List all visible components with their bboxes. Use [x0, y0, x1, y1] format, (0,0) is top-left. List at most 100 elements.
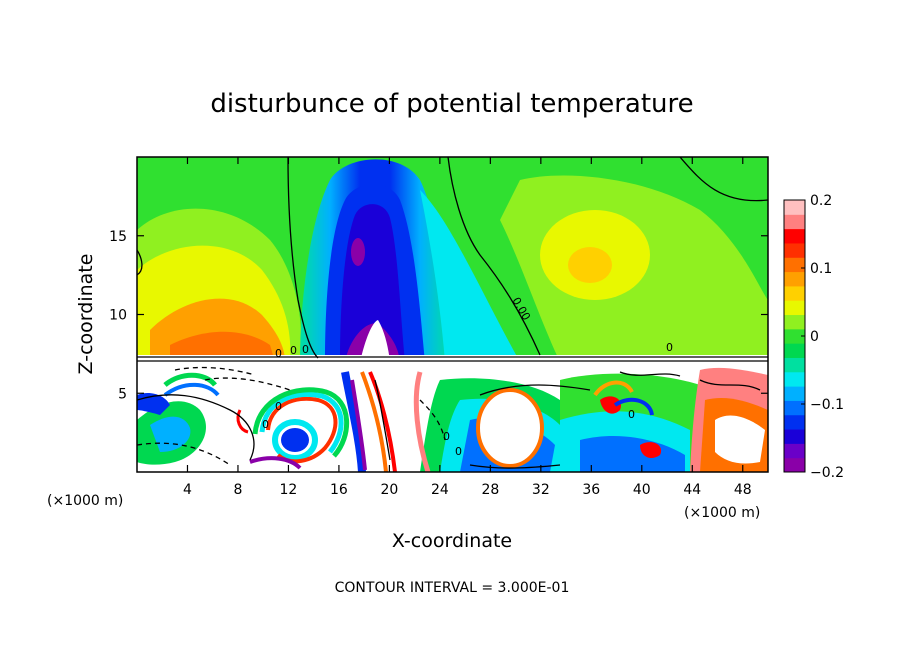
colorbar-band: [784, 200, 805, 215]
field-low-blue-far-left: [137, 393, 170, 415]
contour-low-1: [137, 394, 255, 461]
contour-zero-mid: [447, 157, 541, 356]
contour-zero-left: [287, 157, 319, 359]
swirl-orange-right: [593, 380, 634, 397]
colorbar-tick-label: −0.1: [810, 397, 844, 413]
y-axis-label: Z-coordinate: [75, 254, 97, 375]
x-tick-label: 16: [330, 482, 348, 498]
contour-label: 0: [666, 341, 673, 354]
swirl-blue-right-ring: [613, 397, 654, 416]
x-tick-label: 36: [582, 482, 600, 498]
contour-left-edge: [137, 249, 143, 276]
contour-label: 0: [275, 400, 282, 413]
contour-low-6: [619, 371, 681, 377]
swirl-red-small: [236, 409, 249, 434]
swirl-purple-bottom: [249, 456, 302, 470]
x-tick-label: 8: [233, 482, 242, 498]
x-axis: 4 8 12 16 20 24 28 32 36 40 44 48: [183, 157, 752, 498]
colorbar-tick-label: 0: [810, 329, 819, 345]
field-low-white-right: [715, 415, 765, 464]
x-tick-label: 12: [280, 482, 298, 498]
colorbar-band: [784, 386, 805, 401]
swirl-cyan-ring: [259, 391, 344, 454]
contour-zero-top-right: [679, 157, 768, 202]
field-region-cold-core: [351, 238, 365, 266]
contour-low-9: [174, 366, 256, 376]
field-low-cyan-left: [150, 416, 191, 452]
contour-label: 0: [628, 408, 635, 421]
swirl-green-small: [163, 372, 217, 388]
contour-interval-note: CONTOUR INTERVAL = 3.000E-01: [335, 580, 570, 596]
contour-label: 0: [443, 430, 450, 443]
field-low-red-spots: [600, 396, 662, 459]
swirl-blue-small: [163, 382, 220, 397]
contour-lines: [137, 157, 768, 469]
x-axis-label: X-coordinate: [392, 530, 512, 552]
colorbar-band: [784, 285, 805, 301]
contour-label: 0: [262, 418, 269, 431]
swirl-purple-col: [350, 379, 367, 471]
colorbar-band: [784, 214, 805, 230]
field-low-blue-spot: [281, 428, 309, 452]
x-tick-label: 4: [183, 482, 192, 498]
contour-low-4: [479, 384, 591, 396]
colorbar-tick-label: −0.2: [810, 465, 844, 481]
x-tick-label: 32: [532, 482, 550, 498]
field-region-cyan-band: [420, 190, 520, 362]
x-unit-label-right: (×1000 m): [684, 505, 760, 521]
contour-low-5: [469, 464, 561, 469]
contour-low-3: [204, 377, 291, 391]
colorbar-band: [784, 271, 805, 287]
field-region-orange-right: [568, 247, 612, 283]
contour-label: 0: [290, 344, 297, 357]
x-tick-label: 24: [431, 482, 449, 498]
colorbar-band: [784, 357, 805, 373]
swirl-blue-col: [341, 371, 366, 472]
x-tick-label: 28: [481, 482, 499, 498]
y-tick-label: 15: [109, 229, 127, 245]
swirl-lightred-col: [413, 371, 431, 472]
colorbar-ticks: 0.2 0.1 0 −0.1 −0.2: [801, 193, 844, 481]
swirl-orange-arc: [360, 371, 388, 472]
field-low-cyan-spot: [272, 419, 318, 461]
y-axis: 5 10 15: [109, 229, 768, 402]
colorbar-band: [784, 457, 805, 473]
colorbar-band: [784, 314, 805, 330]
field-low-white-blob: [476, 388, 544, 468]
colorbar-band: [784, 443, 805, 459]
contour-label: 0: [302, 343, 309, 356]
interface-band: [137, 355, 768, 363]
contour-low-8: [419, 399, 446, 441]
colorbar-tick-label: 0.1: [810, 261, 832, 277]
colorbar-band: [784, 429, 805, 444]
colorbar-band: [784, 400, 805, 416]
y-tick-label: 5: [118, 386, 127, 402]
swirl-green-ring: [252, 387, 349, 458]
colorbar-tick-label: 0.2: [810, 193, 832, 209]
x-tick-label: 20: [380, 482, 398, 498]
colorbar: [784, 200, 805, 473]
field-region-cold-white: [360, 320, 390, 362]
colorbar-band: [784, 328, 805, 344]
x-tick-label: 44: [683, 482, 701, 498]
contour-label: 0: [275, 347, 282, 360]
colorbar-band: [784, 257, 805, 273]
field-low-swirls: [163, 371, 654, 472]
swirl-red-ring: [266, 396, 338, 464]
colorbar-band: [784, 242, 805, 258]
y-tick-label: 10: [109, 308, 127, 324]
contour-label: 0: [455, 445, 462, 458]
colorbar-band: [784, 414, 805, 430]
field-region-left-red: [170, 331, 275, 362]
x-tick-label: 40: [633, 482, 651, 498]
chart-title: disturbunce of potential temperature: [210, 89, 693, 119]
heatmap-field: [137, 157, 768, 472]
colorbar-band: [784, 343, 805, 358]
colorbar-band: [784, 228, 805, 244]
contour-low-10: [374, 379, 391, 461]
swirl-red-arc: [368, 371, 397, 472]
contour-low-2: [137, 442, 231, 466]
x-tick-label: 48: [734, 482, 752, 498]
colorbar-band: [784, 300, 805, 316]
